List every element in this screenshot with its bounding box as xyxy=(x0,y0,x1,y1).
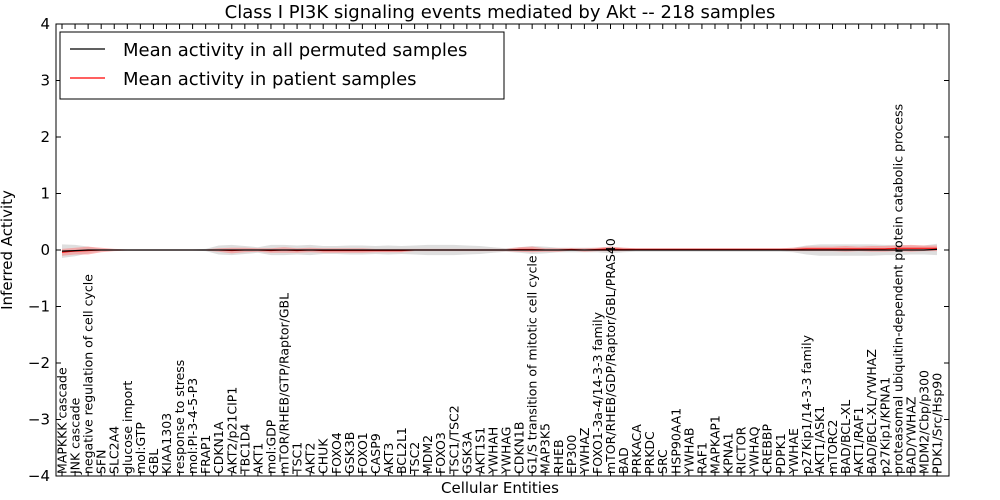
x-tick-label: MDM2 xyxy=(420,435,435,474)
x-tick-label: FOXO4 xyxy=(329,432,344,474)
x-tick-label: GBL xyxy=(146,449,161,474)
x-tick-label: CDKN1B xyxy=(512,422,527,474)
y-tick-label: 4 xyxy=(40,15,50,33)
x-tick-label: p27Kip1/14-3-3 family xyxy=(799,334,814,474)
legend: Mean activity in all permuted samples Me… xyxy=(59,31,505,100)
x-tick-label: FRAP1 xyxy=(198,435,213,474)
x-tick-label: YWHAB xyxy=(681,428,696,476)
x-tick-label: TSC1/TSC2 xyxy=(446,405,461,475)
x-tick-label: negative regulation of cell cycle xyxy=(81,274,96,474)
x-tick-label: PDPK1 xyxy=(773,433,788,474)
chart-title: Class I PI3K signaling events mediated b… xyxy=(225,2,776,23)
x-tick-label: TSC1 xyxy=(290,442,305,475)
x-tick-label: FOXO3 xyxy=(433,432,448,474)
x-axis-label: Cellular Entities xyxy=(441,479,559,497)
y-tick-label: −3 xyxy=(28,411,50,429)
x-tick-label: AKT2 xyxy=(303,443,318,474)
x-tick-label: KIAA1303 xyxy=(159,413,174,474)
x-tick-label: BAD/BCL-XL/YWHAZ xyxy=(864,349,879,474)
x-tick-label: p27Kip1/KPNA1 xyxy=(877,377,892,474)
x-tick-label: TBC1D4 xyxy=(237,424,252,475)
x-tick-label: HSP90AA1 xyxy=(668,408,683,474)
x-tick-label: SLC2A4 xyxy=(107,426,122,474)
y-tick-label: 1 xyxy=(40,185,50,203)
x-tick-label: SRC xyxy=(655,449,670,474)
legend-label-patient: Mean activity in patient samples xyxy=(123,69,417,90)
x-tick-label: BAD/BCL-XL xyxy=(838,400,853,474)
x-tick-label: RHEB xyxy=(551,439,566,474)
x-tick-label: YWHAE xyxy=(786,428,801,475)
x-tick-label: MDM2/Cbp/p300 xyxy=(916,370,931,474)
x-tick-label: SFN xyxy=(94,450,109,474)
x-tick-label: G1/S transition of mitotic cell cycle xyxy=(525,255,540,474)
x-tick-label: AKT1/ASK1 xyxy=(812,406,827,474)
x-tick-label: CASP9 xyxy=(368,433,383,474)
x-tick-label: BAD xyxy=(616,447,631,474)
x-tick-label: PRKDC xyxy=(642,431,657,474)
x-tick-label: PDK1/Src/Hsp90 xyxy=(930,373,945,474)
y-tick-label: −2 xyxy=(28,354,50,372)
y-tick-label: 0 xyxy=(40,241,50,259)
x-tick-label: RAF1 xyxy=(694,442,709,474)
x-tick-label: AKT1 xyxy=(250,443,265,474)
x-tick-label: GSK3A xyxy=(459,431,474,474)
x-tick-label: EP300 xyxy=(564,435,579,474)
x-tick-label: YWHAH xyxy=(486,427,501,475)
x-tick-label: YWHAQ xyxy=(747,426,762,475)
x-tick-label: BAD/YWHAZ xyxy=(903,397,918,474)
y-tick-label: 3 xyxy=(40,72,50,90)
x-tick-label: mol:PI-3-4-5-P3 xyxy=(185,378,200,474)
x-tick-label: CHUK xyxy=(316,438,331,474)
x-tick-label: AKT2/p21CIP1 xyxy=(224,387,239,474)
x-tick-label: AKT3 xyxy=(381,443,396,474)
x-tick-label: mol:GDP xyxy=(264,419,279,474)
x-tick-label: mTOR/RHEB/GDP/Raptor/GBL/PRAS40 xyxy=(603,238,618,474)
x-tick-label: JNK cascade xyxy=(68,397,83,475)
confidence-bands xyxy=(62,243,937,258)
x-tick-label: MAP3K5 xyxy=(538,423,553,474)
x-tick-label: glucose import xyxy=(120,381,135,474)
x-tick-label: proteasomal ubiquitin-dependent protein … xyxy=(890,104,905,474)
y-axis: −4 −3 −2 −1 0 1 2 3 4 xyxy=(28,15,949,485)
x-tick-label: GSK3B xyxy=(342,432,357,474)
x-tick-label: MAPKAP1 xyxy=(708,415,723,474)
x-tick-label: AKT1/RAF1 xyxy=(851,407,866,474)
x-tick-label: TSC2 xyxy=(407,442,422,475)
x-tick-label: CREBBP xyxy=(760,424,775,474)
x-tick-label: YWHAG xyxy=(499,427,514,475)
x-tick-label: MAPKKK cascade xyxy=(55,367,70,474)
x-tick-label: mTOR/RHEB/GTP/Raptor/GBL xyxy=(277,293,292,474)
series-lines xyxy=(61,247,938,253)
x-tick-label: CDKN1A xyxy=(211,421,226,474)
legend-box xyxy=(59,31,505,100)
y-axis-label: Inferred Activity xyxy=(0,190,16,310)
x-tick-label: mol:GTP xyxy=(133,422,148,474)
x-tick-label: YWHAZ xyxy=(577,427,592,475)
x-tick-label: BCL2L1 xyxy=(394,427,409,474)
x-tick-label: FOXO1-3a-4/14-3-3 family xyxy=(590,311,605,474)
x-tick-label: RICTOR xyxy=(734,426,749,474)
x-tick-label: FOXO1 xyxy=(355,432,370,474)
series-line-permuted xyxy=(61,248,938,252)
y-tick-label: −4 xyxy=(28,467,50,485)
x-tick-label: AKT1S1 xyxy=(472,427,487,474)
y-tick-label: 2 xyxy=(40,128,50,146)
legend-label-permuted: Mean activity in all permuted samples xyxy=(123,40,467,61)
x-tick-label: PRKACA xyxy=(629,424,644,474)
x-tick-label: mTORC2 xyxy=(825,420,840,474)
y-tick-label: −1 xyxy=(28,298,50,316)
x-tick-label: response to stress xyxy=(172,360,187,474)
x-tick-label: KPNA1 xyxy=(721,432,736,474)
